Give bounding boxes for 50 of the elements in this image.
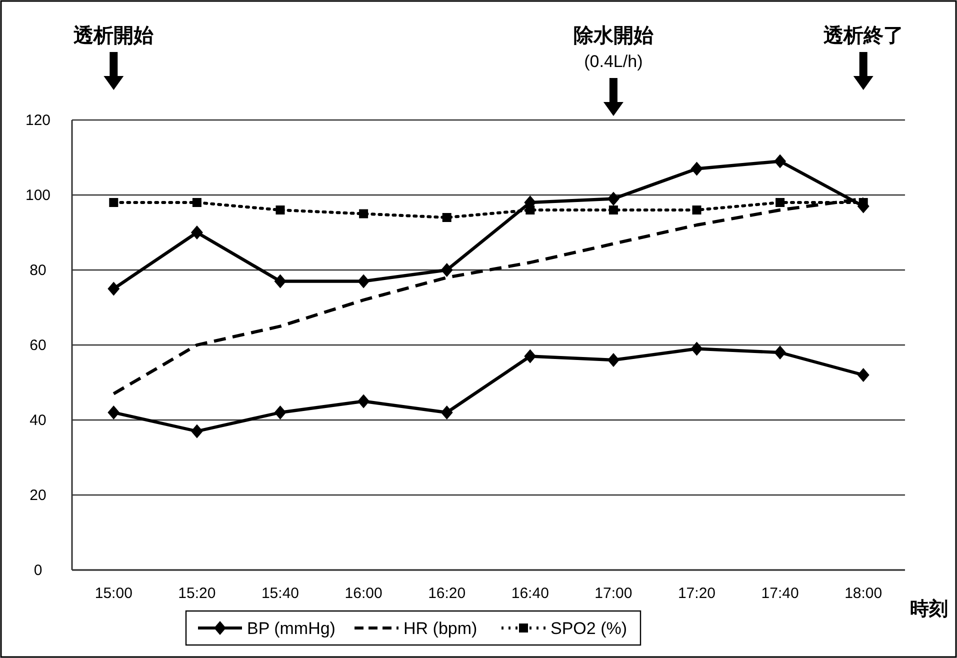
text: 除水開始 (0.4L/h) xyxy=(573,25,654,71)
text: 透析終了 xyxy=(822,24,904,47)
x-tick-label: 17:00 xyxy=(594,585,632,602)
x-tick-label: 18:00 xyxy=(844,585,882,602)
point xyxy=(608,206,618,214)
x-tick-label: 15:00 xyxy=(94,585,132,602)
point xyxy=(690,162,703,176)
y-tick-label: 0 xyxy=(34,562,42,579)
y-tick-label: 20 xyxy=(30,487,46,504)
point xyxy=(274,274,286,288)
y-tick-label: 80 xyxy=(30,262,46,279)
point xyxy=(358,274,370,288)
legend-label: HR (bpm) xyxy=(404,619,478,638)
point xyxy=(857,368,870,382)
point xyxy=(440,406,453,420)
x-tick-label: 16:00 xyxy=(344,585,382,602)
y-tick-label: 40 xyxy=(30,412,46,429)
x-tick-label: 17:20 xyxy=(678,585,716,602)
y-tick-label: 100 xyxy=(25,187,51,204)
point xyxy=(109,198,118,207)
text: 透析開始 xyxy=(72,24,155,47)
y-tick-label: 60 xyxy=(30,337,46,354)
x-tick-label: 17:40 xyxy=(761,585,799,602)
legend-label: SPO2 (%) xyxy=(550,619,628,638)
point xyxy=(776,198,785,207)
legend-label: BP (mmHg) xyxy=(247,619,336,638)
y-tick-label: 120 xyxy=(25,112,51,129)
x-axis-title: 時刻 xyxy=(910,598,948,620)
x-tick-label: 16:40 xyxy=(511,585,549,602)
point xyxy=(440,263,453,277)
point xyxy=(276,206,285,214)
point xyxy=(774,154,786,168)
point xyxy=(442,213,452,222)
point xyxy=(690,342,703,356)
point xyxy=(607,192,620,206)
x-tick-label: 16:20 xyxy=(428,585,466,602)
point xyxy=(358,394,370,408)
x-tick-label: 15:20 xyxy=(178,585,216,602)
point xyxy=(774,346,786,360)
point xyxy=(359,209,368,218)
point xyxy=(607,353,620,367)
point xyxy=(192,198,202,207)
point xyxy=(692,206,702,214)
point xyxy=(108,282,120,296)
point xyxy=(190,424,203,438)
x-tick-label: 15:40 xyxy=(261,585,300,602)
point xyxy=(108,406,120,420)
point xyxy=(190,226,203,240)
point xyxy=(524,349,536,364)
point xyxy=(274,406,286,420)
